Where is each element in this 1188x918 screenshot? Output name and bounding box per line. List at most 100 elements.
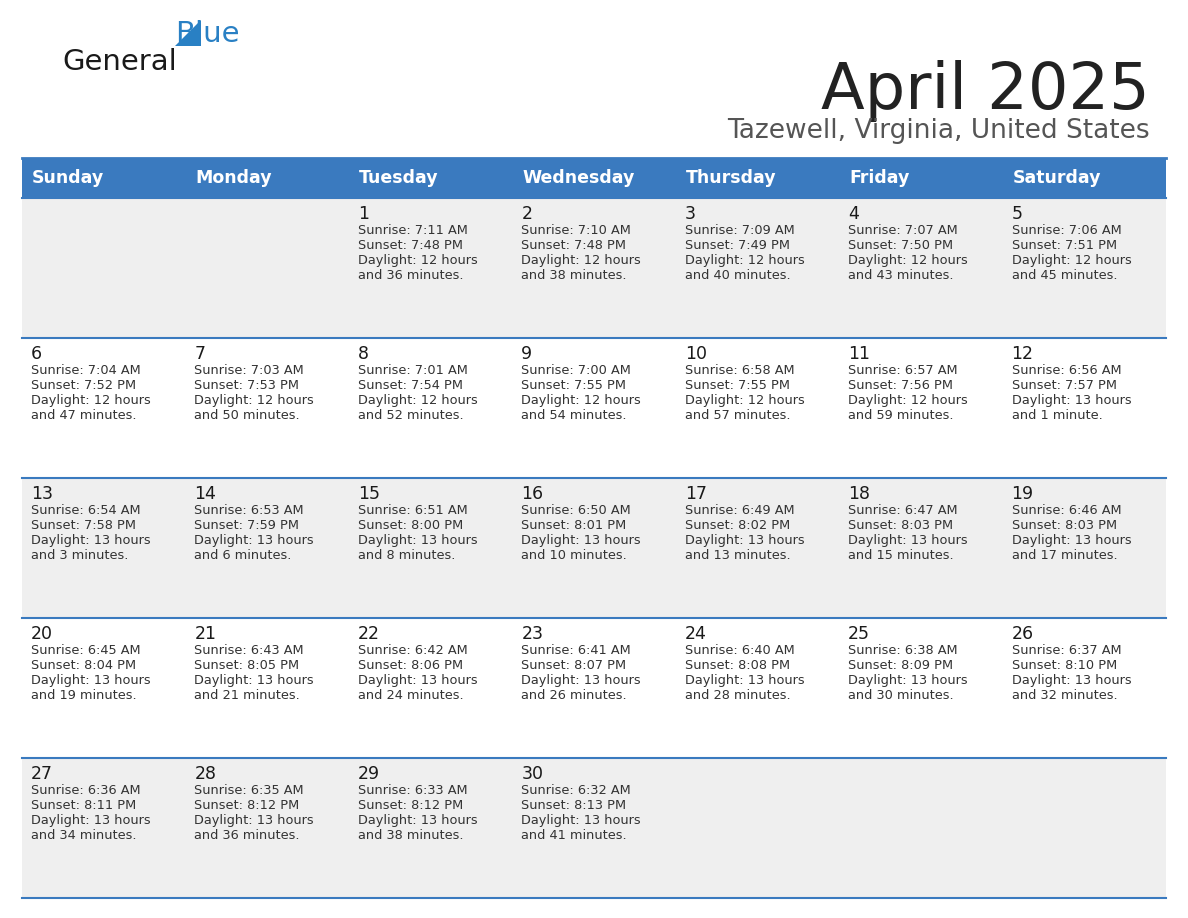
- Text: April 2025: April 2025: [821, 60, 1150, 122]
- Text: 9: 9: [522, 345, 532, 363]
- Text: and 24 minutes.: and 24 minutes.: [358, 689, 463, 702]
- Text: Sunset: 7:55 PM: Sunset: 7:55 PM: [522, 379, 626, 392]
- Text: 27: 27: [31, 765, 53, 783]
- Bar: [23, 478, 185, 618]
- Text: 6: 6: [31, 345, 42, 363]
- Text: and 21 minutes.: and 21 minutes.: [195, 689, 301, 702]
- Bar: [839, 478, 1003, 618]
- Text: Sunset: 7:52 PM: Sunset: 7:52 PM: [31, 379, 137, 392]
- Bar: [839, 198, 1003, 338]
- Bar: [185, 618, 349, 758]
- Text: 19: 19: [1011, 485, 1034, 503]
- Text: and 40 minutes.: and 40 minutes.: [684, 269, 790, 282]
- Text: and 10 minutes.: and 10 minutes.: [522, 549, 627, 562]
- Text: Sunrise: 7:07 AM: Sunrise: 7:07 AM: [848, 224, 958, 237]
- Text: 10: 10: [684, 345, 707, 363]
- Text: Sunrise: 6:33 AM: Sunrise: 6:33 AM: [358, 784, 468, 797]
- Text: Sunrise: 7:06 AM: Sunrise: 7:06 AM: [1011, 224, 1121, 237]
- Text: Sunrise: 6:54 AM: Sunrise: 6:54 AM: [31, 504, 140, 517]
- Text: Daylight: 12 hours: Daylight: 12 hours: [1011, 254, 1131, 267]
- Bar: [1003, 758, 1165, 898]
- Text: and 15 minutes.: and 15 minutes.: [848, 549, 954, 562]
- Text: Sunset: 7:58 PM: Sunset: 7:58 PM: [31, 519, 135, 532]
- Text: and 43 minutes.: and 43 minutes.: [848, 269, 954, 282]
- Text: Sunday: Sunday: [32, 169, 105, 187]
- Text: Sunset: 8:00 PM: Sunset: 8:00 PM: [358, 519, 463, 532]
- Text: Daylight: 12 hours: Daylight: 12 hours: [358, 394, 478, 407]
- Text: and 19 minutes.: and 19 minutes.: [31, 689, 137, 702]
- Text: 12: 12: [1011, 345, 1034, 363]
- Text: 17: 17: [684, 485, 707, 503]
- Text: Daylight: 12 hours: Daylight: 12 hours: [195, 394, 314, 407]
- Text: Daylight: 13 hours: Daylight: 13 hours: [522, 534, 640, 547]
- Bar: [676, 618, 839, 758]
- Text: Daylight: 12 hours: Daylight: 12 hours: [31, 394, 151, 407]
- Text: Daylight: 12 hours: Daylight: 12 hours: [848, 394, 968, 407]
- Text: Daylight: 12 hours: Daylight: 12 hours: [522, 254, 642, 267]
- Bar: [349, 478, 512, 618]
- Text: 24: 24: [684, 625, 707, 643]
- Text: Daylight: 13 hours: Daylight: 13 hours: [31, 674, 151, 687]
- Text: Sunrise: 6:32 AM: Sunrise: 6:32 AM: [522, 784, 631, 797]
- Text: Monday: Monday: [196, 169, 272, 187]
- Text: Sunset: 7:57 PM: Sunset: 7:57 PM: [1011, 379, 1117, 392]
- Text: Daylight: 13 hours: Daylight: 13 hours: [848, 674, 968, 687]
- Text: and 6 minutes.: and 6 minutes.: [195, 549, 292, 562]
- Text: 14: 14: [195, 485, 216, 503]
- Text: Sunset: 8:13 PM: Sunset: 8:13 PM: [522, 799, 626, 812]
- Text: Sunrise: 6:53 AM: Sunrise: 6:53 AM: [195, 504, 304, 517]
- Text: 11: 11: [848, 345, 870, 363]
- Bar: [23, 198, 185, 338]
- Text: Tazewell, Virginia, United States: Tazewell, Virginia, United States: [727, 118, 1150, 144]
- Text: and 50 minutes.: and 50 minutes.: [195, 409, 301, 422]
- Text: Daylight: 13 hours: Daylight: 13 hours: [195, 814, 314, 827]
- Text: Sunset: 7:55 PM: Sunset: 7:55 PM: [684, 379, 790, 392]
- Text: Sunrise: 6:47 AM: Sunrise: 6:47 AM: [848, 504, 958, 517]
- Text: and 1 minute.: and 1 minute.: [1011, 409, 1102, 422]
- Text: 30: 30: [522, 765, 543, 783]
- Text: Sunset: 8:04 PM: Sunset: 8:04 PM: [31, 659, 137, 672]
- Text: Daylight: 12 hours: Daylight: 12 hours: [684, 254, 804, 267]
- Text: 26: 26: [1011, 625, 1034, 643]
- Text: Sunset: 7:51 PM: Sunset: 7:51 PM: [1011, 239, 1117, 252]
- Text: Friday: Friday: [849, 169, 910, 187]
- Bar: [349, 758, 512, 898]
- Text: Sunrise: 7:10 AM: Sunrise: 7:10 AM: [522, 224, 631, 237]
- Text: and 17 minutes.: and 17 minutes.: [1011, 549, 1117, 562]
- Text: Daylight: 13 hours: Daylight: 13 hours: [522, 814, 640, 827]
- Bar: [676, 338, 839, 478]
- Text: Sunrise: 6:38 AM: Sunrise: 6:38 AM: [848, 644, 958, 657]
- Text: Daylight: 13 hours: Daylight: 13 hours: [684, 534, 804, 547]
- Text: Daylight: 13 hours: Daylight: 13 hours: [1011, 534, 1131, 547]
- Text: and 41 minutes.: and 41 minutes.: [522, 829, 627, 842]
- Text: Sunset: 7:53 PM: Sunset: 7:53 PM: [195, 379, 299, 392]
- Bar: [839, 618, 1003, 758]
- Text: Sunrise: 6:42 AM: Sunrise: 6:42 AM: [358, 644, 468, 657]
- Text: and 8 minutes.: and 8 minutes.: [358, 549, 455, 562]
- Text: Sunset: 8:12 PM: Sunset: 8:12 PM: [358, 799, 463, 812]
- Text: Sunrise: 7:03 AM: Sunrise: 7:03 AM: [195, 364, 304, 377]
- Text: 13: 13: [31, 485, 53, 503]
- Text: and 47 minutes.: and 47 minutes.: [31, 409, 137, 422]
- Text: and 38 minutes.: and 38 minutes.: [358, 829, 463, 842]
- Text: 20: 20: [31, 625, 53, 643]
- Text: 8: 8: [358, 345, 368, 363]
- Text: and 54 minutes.: and 54 minutes.: [522, 409, 627, 422]
- Text: and 57 minutes.: and 57 minutes.: [684, 409, 790, 422]
- Text: Daylight: 13 hours: Daylight: 13 hours: [31, 534, 151, 547]
- Text: Sunrise: 6:49 AM: Sunrise: 6:49 AM: [684, 504, 795, 517]
- Text: 4: 4: [848, 205, 859, 223]
- Text: Sunset: 8:10 PM: Sunset: 8:10 PM: [1011, 659, 1117, 672]
- Bar: [185, 338, 349, 478]
- Text: Sunrise: 7:11 AM: Sunrise: 7:11 AM: [358, 224, 468, 237]
- Text: and 38 minutes.: and 38 minutes.: [522, 269, 627, 282]
- Text: and 52 minutes.: and 52 minutes.: [358, 409, 463, 422]
- Text: Sunrise: 7:00 AM: Sunrise: 7:00 AM: [522, 364, 631, 377]
- Bar: [676, 478, 839, 618]
- Text: Sunset: 7:48 PM: Sunset: 7:48 PM: [358, 239, 463, 252]
- Bar: [349, 198, 512, 338]
- Bar: [1003, 618, 1165, 758]
- Text: 7: 7: [195, 345, 206, 363]
- Text: Sunset: 8:06 PM: Sunset: 8:06 PM: [358, 659, 463, 672]
- Text: Daylight: 12 hours: Daylight: 12 hours: [848, 254, 968, 267]
